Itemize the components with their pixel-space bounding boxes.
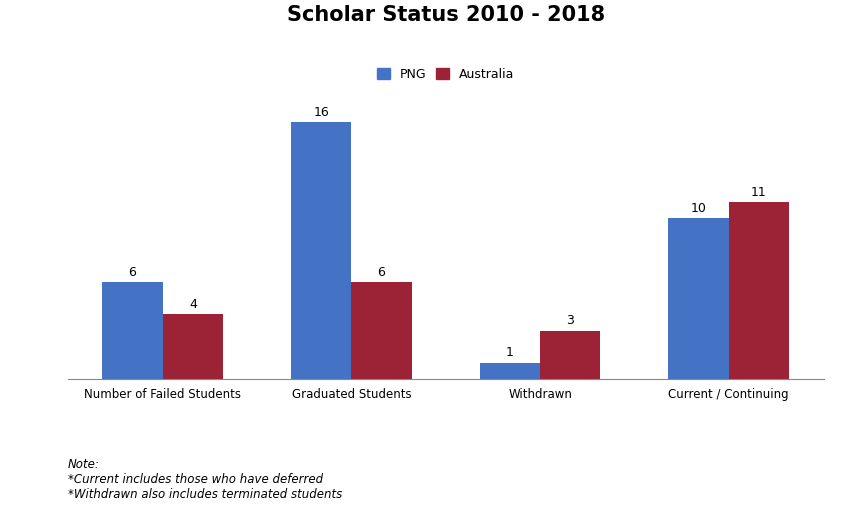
Bar — [163, 315, 223, 379]
Text: 6: 6 — [378, 266, 385, 279]
Bar — [102, 282, 163, 379]
Text: 3: 3 — [566, 315, 574, 327]
Bar — [668, 218, 728, 379]
Title: Scholar Status 2010 - 2018: Scholar Status 2010 - 2018 — [287, 5, 604, 25]
Bar — [351, 282, 412, 379]
Text: 10: 10 — [691, 202, 706, 215]
Text: 11: 11 — [751, 186, 767, 199]
Bar — [291, 122, 351, 379]
Text: 6: 6 — [128, 266, 137, 279]
Bar — [540, 330, 600, 379]
Legend: PNG, Australia: PNG, Australia — [377, 68, 514, 80]
Bar — [480, 362, 540, 379]
Text: 4: 4 — [189, 298, 197, 311]
Text: 16: 16 — [313, 106, 329, 118]
Text: 1: 1 — [506, 347, 514, 359]
Bar — [728, 202, 790, 379]
Text: Note:
*Current includes those who have deferred
*Withdrawn also includes termina: Note: *Current includes those who have d… — [68, 458, 342, 501]
